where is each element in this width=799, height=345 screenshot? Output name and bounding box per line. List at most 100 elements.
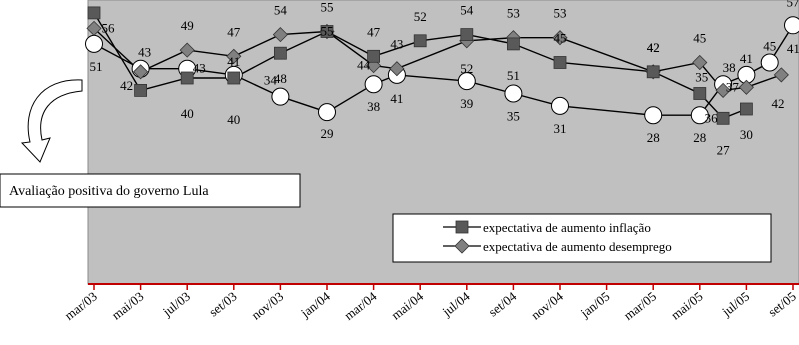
- marker-inflacao: [87, 6, 101, 20]
- marker-avaliacao: [318, 103, 336, 122]
- data-label: 41: [740, 51, 753, 66]
- marker-inflacao: [180, 71, 194, 85]
- callout-arrow: [20, 79, 83, 163]
- x-axis: [88, 283, 799, 290]
- marker-inflacao: [227, 71, 241, 85]
- data-label: 48: [274, 71, 287, 86]
- series-line: [93, 27, 782, 92]
- data-label: 45: [554, 31, 567, 46]
- data-label: 41: [787, 41, 799, 56]
- legend: expectativa de aumento inflação expectat…: [392, 213, 772, 263]
- x-tick-labels: mar/03 mai/03 jul/03 set/03 nov/03 jan/04 mar/…: [62, 288, 799, 323]
- x-tick-label: jul/04: [439, 288, 473, 319]
- x-tick-label: set/04: [486, 288, 520, 319]
- marker-desemprego: [226, 48, 242, 64]
- data-label: 40: [227, 112, 240, 127]
- marker-avaliacao: [457, 72, 476, 91]
- marker-inflacao: [740, 102, 753, 116]
- data-label: 51: [90, 59, 103, 74]
- data-label: 29: [321, 126, 334, 141]
- marker-inflacao: [320, 25, 334, 38]
- marker-inflacao: [646, 65, 660, 79]
- x-tick-label: mai/05: [668, 289, 706, 323]
- x-tick-label: nov/04: [528, 288, 566, 322]
- x-tick-label: jan/05: [577, 289, 613, 321]
- data-label: 43: [390, 37, 403, 52]
- data-label: 42: [647, 40, 660, 55]
- extra-data-label: 42: [772, 96, 785, 111]
- data-label: 27: [717, 142, 731, 157]
- data-label: 54: [460, 3, 474, 18]
- data-label: 41: [227, 54, 240, 69]
- marker-avaliacao: [364, 75, 383, 94]
- marker-avaliacao: [644, 106, 663, 125]
- data-label: 37: [726, 79, 740, 94]
- marker-inflacao: [273, 46, 287, 60]
- marker-desemprego: [389, 61, 405, 77]
- callout-text: Avaliação positiva do governo Lula: [9, 184, 209, 199]
- marker-desemprego: [179, 42, 195, 58]
- data-label: 55: [321, 24, 334, 39]
- marker-inflacao: [716, 111, 730, 125]
- data-label: 45: [693, 31, 706, 46]
- x-tick-label: mar/05: [621, 289, 659, 323]
- data-label: 28: [693, 130, 706, 145]
- data-label: 43: [138, 45, 151, 60]
- data-label: 36: [705, 110, 719, 125]
- marker-desemprego: [552, 30, 568, 46]
- x-tick-label: mai/04: [388, 288, 426, 322]
- data-label: 35: [507, 109, 520, 124]
- marker-avaliacao: [85, 34, 103, 53]
- data-label: 30: [740, 127, 753, 142]
- x-tick-label: set/03: [206, 289, 240, 320]
- marker-avaliacao: [271, 87, 290, 106]
- marker-desemprego: [738, 79, 754, 95]
- marker-desemprego: [133, 64, 149, 80]
- marker-avaliacao: [760, 53, 779, 72]
- data-label: 44: [357, 58, 371, 73]
- data-label: 35: [695, 70, 708, 85]
- data-label: 40: [181, 106, 194, 121]
- marker-avaliacao: [504, 84, 523, 103]
- x-tick-label: jul/03: [159, 289, 193, 320]
- data-label: 28: [647, 130, 660, 145]
- marker-inflacao: [367, 49, 381, 63]
- marker-inflacao: [506, 37, 520, 51]
- x-tick-label: mar/03: [62, 289, 100, 323]
- legend-label-desemprego: expectativa de aumento desemprego: [483, 239, 672, 254]
- data-label: 56: [102, 20, 116, 35]
- data-label: 54: [274, 3, 288, 18]
- legend-marker-inflacao: [455, 220, 469, 234]
- data-label: 57: [787, 0, 799, 9]
- marker-desemprego: [272, 27, 288, 43]
- x-tick-label: nov/03: [249, 289, 287, 323]
- marker-desemprego: [715, 82, 731, 98]
- marker-desemprego: [773, 67, 789, 83]
- data-label: 39: [460, 96, 473, 111]
- marker-inflacao: [693, 87, 707, 100]
- marker-inflacao: [553, 56, 567, 69]
- legend-label-inflacao: expectativa de aumento inflação: [483, 220, 651, 235]
- marker-inflacao: [460, 28, 474, 42]
- marker-inflacao: [413, 34, 427, 48]
- data-label: 51: [507, 68, 520, 83]
- data-label: 31: [554, 121, 567, 136]
- data-label: 42: [647, 40, 660, 55]
- data-label: 52: [460, 61, 473, 76]
- data-label: 38: [367, 99, 380, 114]
- marker-desemprego: [86, 20, 102, 36]
- x-tick-label: set/05: [765, 289, 799, 320]
- data-label: 43: [193, 61, 206, 76]
- data-label: 53: [507, 6, 520, 21]
- series-markers: [85, 6, 799, 125]
- x-tick-label: mai/03: [109, 289, 147, 323]
- x-tick-label: jan/04: [297, 288, 333, 321]
- marker-desemprego: [692, 54, 708, 71]
- data-label: 53: [554, 6, 567, 21]
- callout: Avaliação positiva do governo Lula: [0, 79, 301, 208]
- data-label: 42: [120, 78, 133, 93]
- marker-avaliacao: [551, 96, 569, 115]
- data-label: 55: [321, 0, 334, 15]
- data-label: 49: [181, 18, 194, 33]
